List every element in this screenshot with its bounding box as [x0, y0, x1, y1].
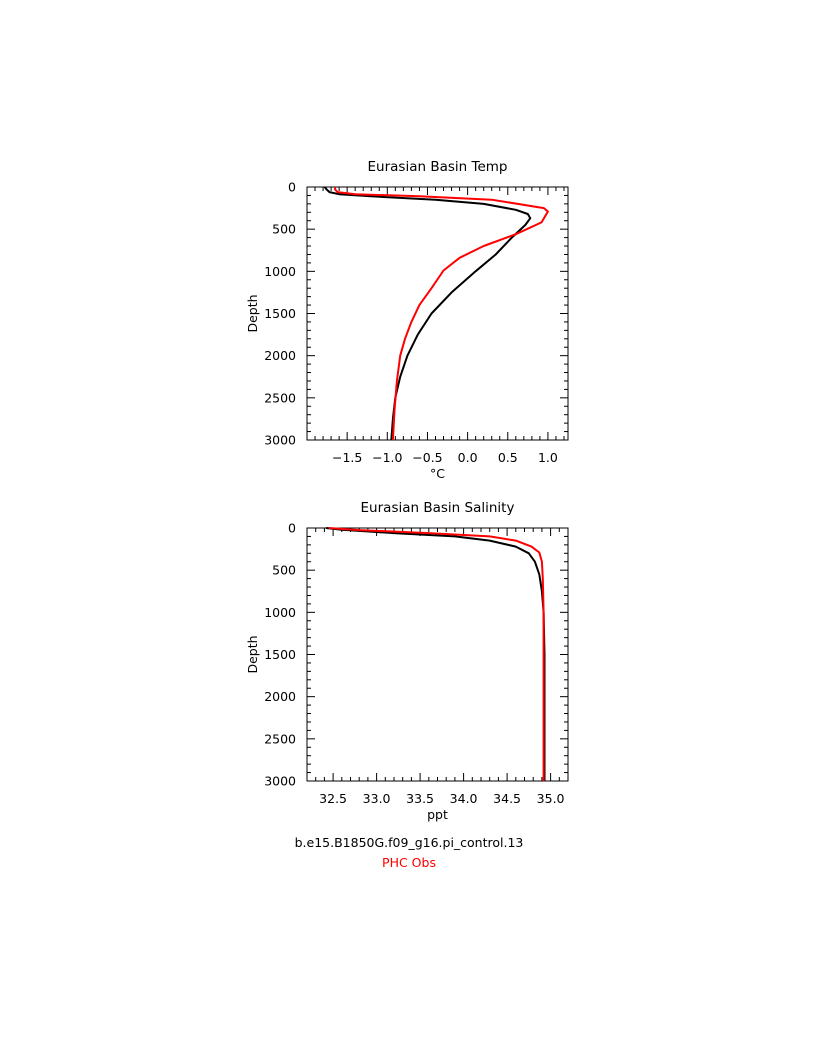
y-tick-label: 0	[288, 521, 296, 536]
x-tick-label: 0.0	[458, 450, 478, 465]
model-series-line	[323, 186, 532, 441]
plot-frame	[306, 527, 569, 782]
y-axis-label: Depth	[245, 635, 260, 673]
legend-obs-label: PHC Obs	[382, 855, 436, 870]
model-series-line	[325, 527, 546, 781]
x-tick-label: −1.5	[332, 450, 362, 465]
x-tick-label: −1.0	[372, 450, 402, 465]
x-tick-label: 35.0	[537, 791, 565, 806]
y-tick-label: 2500	[264, 731, 296, 746]
x-tick-label: 34.0	[450, 791, 478, 806]
obs-series-line	[334, 187, 549, 441]
y-tick-label: 2000	[264, 689, 296, 704]
y-tick-label: 1500	[264, 306, 296, 321]
y-tick-label: 1500	[264, 647, 296, 662]
y-tick-label: 2500	[264, 390, 296, 405]
x-tick-label: −0.5	[412, 450, 442, 465]
y-tick-label: 3000	[264, 774, 296, 789]
x-tick-label: 33.5	[406, 791, 434, 806]
obs-series-line	[328, 527, 545, 781]
plot-frame	[306, 186, 569, 441]
x-tick-label: 34.5	[493, 791, 521, 806]
y-tick-label: 1000	[264, 264, 296, 279]
y-axis-label: Depth	[245, 294, 260, 332]
x-tick-label: 0.5	[498, 450, 518, 465]
y-tick-label: 1000	[264, 605, 296, 620]
x-axis-label: ppt	[427, 807, 448, 822]
y-tick-label: 500	[272, 222, 296, 237]
chart-title: Eurasian Basin Temp	[368, 159, 508, 175]
x-axis-label: °C	[430, 466, 445, 481]
y-tick-label: 2000	[264, 348, 296, 363]
x-tick-label: 32.5	[319, 791, 347, 806]
legend-model-label: b.e15.B1850G.f09_g16.pi_control.13	[294, 835, 524, 850]
x-tick-label: 33.0	[363, 791, 391, 806]
chart-panel-0: Eurasian Basin Temp −1.5 −1.0 −0.5 0.0 0.5 1.0…	[245, 159, 569, 481]
y-tick-label: 0	[288, 180, 296, 195]
chart-panel-1: Eurasian Basin Salinity 32.5 33.0 33.5 34.0 3…	[245, 500, 569, 822]
y-tick-label: 500	[272, 563, 296, 578]
y-tick-label: 3000	[264, 433, 296, 448]
x-tick-label: 1.0	[538, 450, 558, 465]
chart-title: Eurasian Basin Salinity	[361, 500, 515, 516]
